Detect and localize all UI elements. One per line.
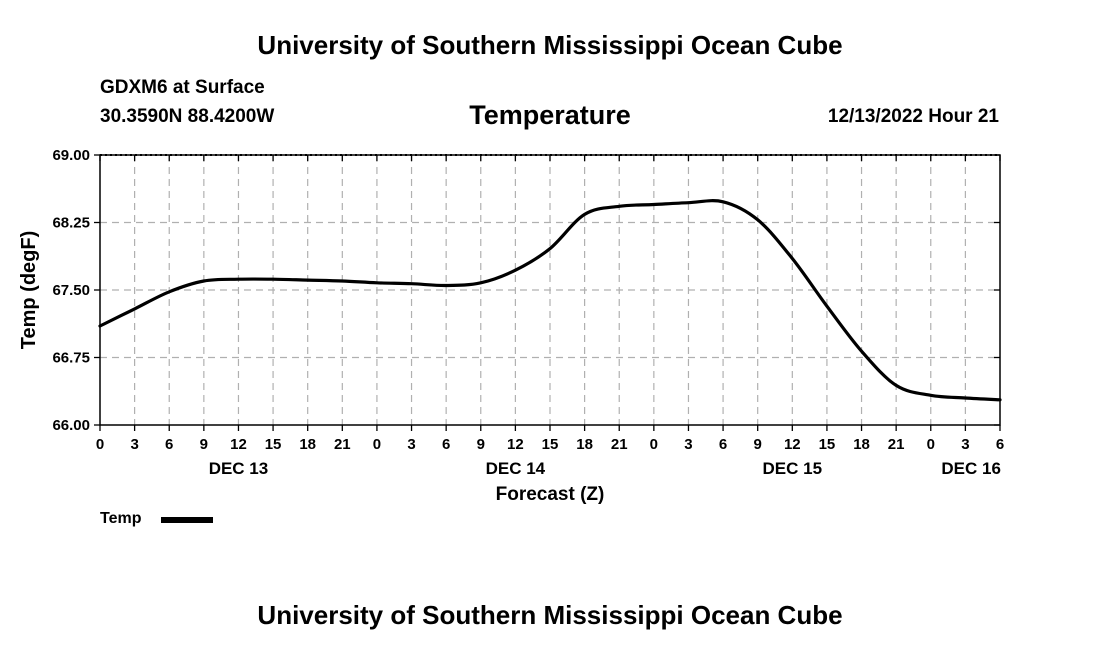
y-tick-label: 68.25 xyxy=(52,215,90,232)
y-tick-label: 66.00 xyxy=(52,417,90,434)
legend-swatch xyxy=(161,517,213,523)
coordinates-label: 30.3590N 88.4200W xyxy=(100,106,275,127)
x-tick-label: 3 xyxy=(961,436,969,453)
y-tick-label: 69.00 xyxy=(52,147,90,164)
y-axis-label: Temp (degF) xyxy=(18,231,40,350)
x-tick-label: 21 xyxy=(888,436,905,453)
day-label: DEC 15 xyxy=(763,459,823,478)
x-tick-label: 18 xyxy=(299,436,316,453)
y-tick-label: 66.75 xyxy=(52,350,90,367)
x-tick-label: 15 xyxy=(265,436,282,453)
x-tick-label: 6 xyxy=(165,436,173,453)
x-tick-label: 6 xyxy=(442,436,450,453)
x-tick-label: 3 xyxy=(684,436,692,453)
day-label: DEC 13 xyxy=(209,459,269,478)
x-tick-label: 15 xyxy=(542,436,559,453)
temp-series-line xyxy=(98,199,1002,402)
x-tick-label: 0 xyxy=(650,436,658,453)
x-tick-label: 12 xyxy=(784,436,801,453)
x-tick-label: 3 xyxy=(130,436,138,453)
x-tick-label: 3 xyxy=(407,436,415,453)
x-tick-label: 9 xyxy=(477,436,485,453)
x-tick-label: 12 xyxy=(507,436,524,453)
x-tick-label: 21 xyxy=(334,436,351,453)
y-tick-label: 67.50 xyxy=(52,282,90,299)
footer-title: University of Southern Mississippi Ocean… xyxy=(257,600,843,630)
x-tick-label: 21 xyxy=(611,436,628,453)
station-label: GDXM6 at Surface xyxy=(100,77,265,98)
x-tick-label: 0 xyxy=(927,436,935,453)
day-label: DEC 14 xyxy=(486,459,546,478)
x-tick-label: 0 xyxy=(96,436,104,453)
x-tick-label: 9 xyxy=(754,436,762,453)
x-tick-label: 0 xyxy=(373,436,381,453)
forecast-date-label: 12/13/2022 Hour 21 xyxy=(827,106,999,127)
x-tick-label: 9 xyxy=(200,436,208,453)
x-tick-label: 12 xyxy=(230,436,247,453)
x-tick-label: 18 xyxy=(853,436,870,453)
x-tick-label: 18 xyxy=(576,436,593,453)
x-tick-label: 6 xyxy=(719,436,727,453)
day-label: DEC 16 xyxy=(941,459,1001,478)
legend-label: Temp xyxy=(100,510,142,527)
chart-title: Temperature xyxy=(469,100,631,130)
x-tick-label: 6 xyxy=(996,436,1004,453)
x-axis-label: Forecast (Z) xyxy=(496,484,605,505)
page-title: University of Southern Mississippi Ocean… xyxy=(257,30,843,60)
x-tick-label: 15 xyxy=(819,436,836,453)
